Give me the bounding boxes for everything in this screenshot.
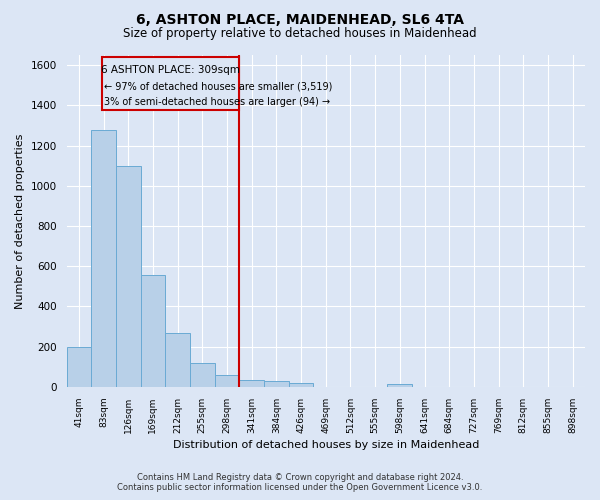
Y-axis label: Number of detached properties: Number of detached properties [15,134,25,308]
Bar [215,375,239,387]
Bar [116,166,140,387]
Text: ← 97% of detached houses are smaller (3,519): ← 97% of detached houses are smaller (3,… [104,81,332,91]
Bar [264,381,289,387]
Text: 6, ASHTON PLACE, MAIDENHEAD, SL6 4TA: 6, ASHTON PLACE, MAIDENHEAD, SL6 4TA [136,12,464,26]
Text: Size of property relative to detached houses in Maidenhead: Size of property relative to detached ho… [123,28,477,40]
Bar [190,363,215,387]
Bar [289,384,313,387]
Bar [165,333,190,387]
Text: Contains HM Land Registry data © Crown copyright and database right 2024.
Contai: Contains HM Land Registry data © Crown c… [118,473,482,492]
X-axis label: Distribution of detached houses by size in Maidenhead: Distribution of detached houses by size … [173,440,479,450]
Bar [388,384,412,387]
Bar [140,275,165,387]
Bar [67,348,91,387]
Bar [91,130,116,387]
Text: 3% of semi-detached houses are larger (94) →: 3% of semi-detached houses are larger (9… [104,97,331,107]
Bar [103,57,239,110]
Text: 6 ASHTON PLACE: 309sqm: 6 ASHTON PLACE: 309sqm [101,65,240,75]
Bar [239,380,264,387]
